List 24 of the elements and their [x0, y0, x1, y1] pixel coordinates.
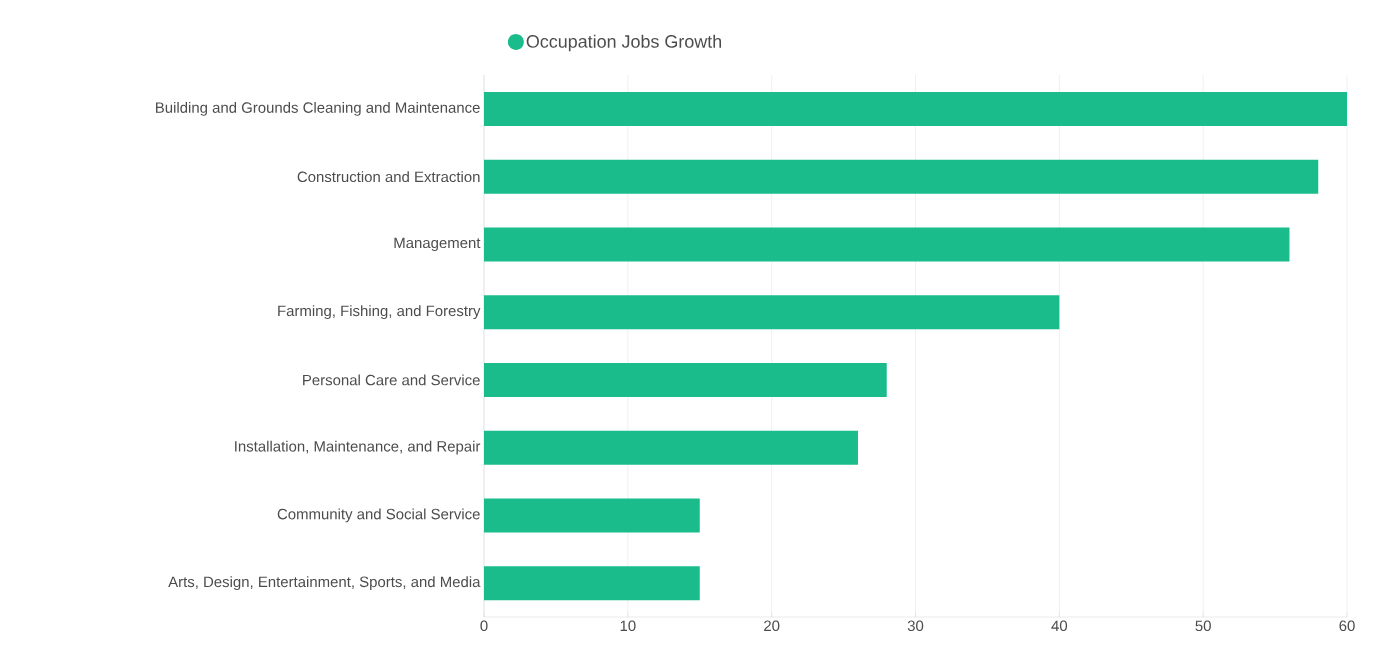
x-tick-label: 50: [1195, 620, 1211, 632]
bar: [484, 91, 1348, 126]
bar: [484, 295, 1060, 330]
y-tick-label: Installation, Maintenance, and Repair: [235, 440, 481, 455]
bar: [484, 227, 1290, 262]
x-tick-label: 40: [1051, 620, 1068, 632]
bar: [484, 566, 700, 601]
x-tick-label: 0: [480, 620, 488, 632]
x-tick-label: 20: [764, 620, 780, 632]
y-tick-label: Management: [394, 237, 481, 252]
y-tick-label: Farming, Fishing, and Forestry: [278, 305, 481, 320]
y-tick-label: Building and Grounds Cleaning and Maintenance: [156, 101, 480, 116]
bar: [484, 159, 1319, 194]
y-tick-label: Personal Care and Service: [303, 374, 480, 386]
y-tick-label: Community and Social Service: [277, 508, 480, 523]
bar: [484, 362, 887, 397]
bar: [484, 430, 858, 465]
x-tick-label: 10: [620, 620, 636, 632]
y-tick-label: Construction and Extraction: [297, 171, 480, 183]
legend-label: Occupation Jobs Growth: [526, 34, 722, 52]
x-tick-label: 60: [1339, 620, 1355, 632]
x-tick-label: 30: [907, 620, 924, 632]
y-tick-label: Arts, Design, Entertainment, Sports, and Media: [168, 576, 481, 591]
bar: [484, 498, 700, 533]
